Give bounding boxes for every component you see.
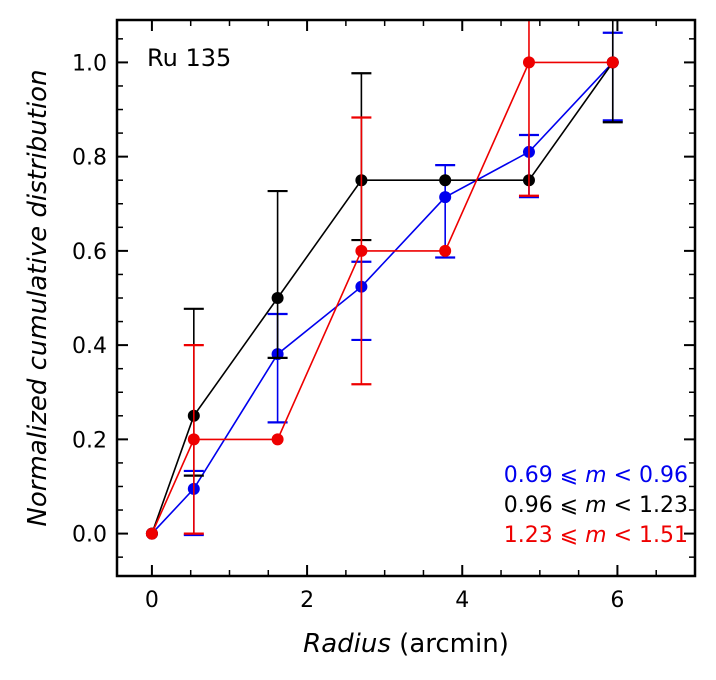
data-point bbox=[606, 56, 619, 69]
series-3 bbox=[145, 20, 619, 540]
legend-entry-1: 0.69 ⩽ m < 0.96 bbox=[504, 463, 688, 488]
legend-variable: m bbox=[585, 523, 606, 548]
legend-text-part: < bbox=[607, 463, 639, 488]
y-tick-label: 0.0 bbox=[72, 523, 107, 548]
x-axis-title-main: Radius bbox=[303, 629, 391, 659]
data-point bbox=[145, 527, 158, 540]
y-tick-label: 0.4 bbox=[72, 334, 107, 359]
data-point bbox=[271, 433, 284, 446]
data-point bbox=[439, 174, 452, 187]
tick-labels: 0 2 4 6 0.0 0.2 0.4 0.6 0.8 1.0 bbox=[72, 51, 624, 613]
legend-text-part: 0.69 bbox=[504, 463, 553, 488]
series-2 bbox=[145, 20, 623, 540]
legend-variable: m bbox=[585, 463, 606, 488]
y-axis-title: Normalized cumulative distribution bbox=[23, 69, 53, 526]
series-layer bbox=[145, 20, 623, 540]
legend-text-part: < bbox=[607, 523, 639, 548]
legend-text-part: ⩽ bbox=[553, 463, 585, 488]
x-tick-label: 0 bbox=[145, 588, 159, 613]
y-tick-label: 0.2 bbox=[72, 428, 107, 453]
x-tick-label: 4 bbox=[455, 588, 469, 613]
legend-text-part: 1.23 bbox=[639, 493, 688, 518]
chart-annotation: Ru 135 bbox=[147, 44, 231, 72]
data-point bbox=[439, 244, 452, 257]
plot-frame bbox=[115, 18, 697, 578]
legend-text-part: 0.96 bbox=[639, 463, 688, 488]
data-point bbox=[522, 56, 535, 69]
x-tick-label: 6 bbox=[610, 588, 624, 613]
legend: 0.69 ⩽ m < 0.960.96 ⩽ m < 1.231.23 ⩽ m <… bbox=[504, 463, 688, 548]
x-tick-label: 2 bbox=[300, 588, 314, 613]
legend-text-part: 0.96 bbox=[504, 493, 553, 518]
data-point bbox=[439, 191, 452, 204]
legend-entry-2: 0.96 ⩽ m < 1.23 bbox=[504, 493, 688, 518]
legend-text-part: < bbox=[607, 493, 639, 518]
legend-text-part: ⩽ bbox=[553, 493, 585, 518]
legend-entry-3: 1.23 ⩽ m < 1.51 bbox=[504, 523, 688, 548]
y-tick-label: 0.8 bbox=[72, 146, 107, 171]
data-point bbox=[355, 244, 368, 257]
data-point bbox=[187, 433, 200, 446]
data-point bbox=[271, 292, 284, 304]
y-tick-label: 1.0 bbox=[72, 51, 107, 76]
legend-text-part: 1.23 bbox=[504, 523, 553, 548]
y-tick-label: 0.6 bbox=[72, 240, 107, 265]
x-axis-title-unit: (arcmin) bbox=[391, 629, 509, 659]
legend-text-part: 1.51 bbox=[639, 523, 688, 548]
legend-text-part: ⩽ bbox=[553, 523, 585, 548]
legend-variable: m bbox=[585, 493, 606, 518]
x-axis-title: Radius (arcmin) bbox=[303, 629, 509, 659]
